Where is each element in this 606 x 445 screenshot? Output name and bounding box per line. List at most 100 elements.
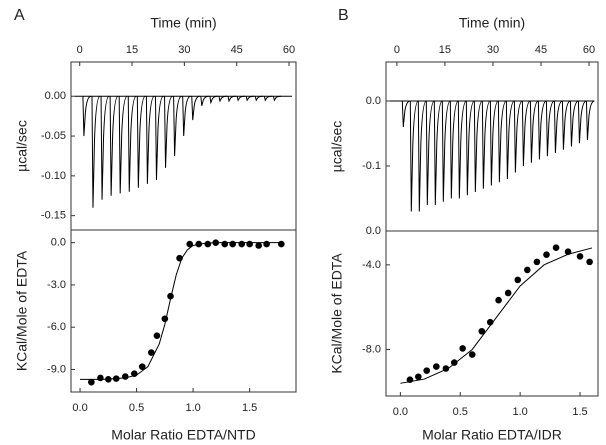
injection-peak — [82, 95, 92, 137]
injection-peak — [145, 95, 155, 184]
injection-peak — [401, 100, 411, 128]
data-point — [524, 266, 531, 274]
y-tick-label: -0.1 — [362, 160, 381, 172]
x-tick-label: 1.0 — [512, 406, 527, 418]
panel-label: A — [14, 7, 25, 24]
panel-label: B — [338, 7, 349, 24]
y-tick-label: 0.00 — [45, 90, 66, 102]
x-axis-label: Molar Ratio EDTA/NTD — [111, 427, 255, 443]
data-point — [147, 349, 155, 356]
data-point — [504, 289, 512, 297]
injection-peak — [100, 95, 110, 200]
data-point — [433, 363, 440, 370]
injection-peak — [236, 95, 246, 102]
plot-frame — [70, 229, 297, 393]
injection-peak — [91, 95, 101, 208]
data-point — [552, 244, 560, 252]
data-point — [486, 318, 494, 326]
injection-peak — [513, 100, 523, 173]
data-point — [423, 367, 431, 374]
data-point — [105, 376, 112, 383]
injection-peak — [457, 100, 467, 199]
plot-frame — [385, 61, 599, 232]
data-point — [278, 240, 285, 248]
injection-peak — [553, 100, 563, 154]
data-point — [406, 376, 414, 384]
injection-peak — [182, 95, 191, 137]
y-tick-label: 0.0 — [51, 237, 66, 249]
y-tick-label: -9.0 — [47, 363, 66, 375]
data-point — [112, 375, 120, 382]
data-point — [543, 251, 550, 258]
y-tick-label: -8.0 — [362, 343, 381, 355]
injection-peak — [154, 95, 164, 180]
injection-peak — [118, 95, 128, 194]
injection-peak — [529, 100, 539, 163]
data-point — [246, 240, 253, 248]
x-axis-label: Time (min) — [150, 15, 216, 31]
injection-peak — [109, 95, 119, 196]
injection-peak — [481, 100, 491, 189]
injection-peak — [227, 95, 237, 103]
fit-curve — [80, 242, 284, 380]
injection-peak — [433, 100, 443, 206]
x-tick-label: 30 — [487, 44, 499, 56]
y-axis-label: KCal/Mole of EDTA — [329, 253, 345, 374]
data-point — [495, 296, 502, 304]
y-axis-label: µcal/sec — [329, 121, 345, 173]
x-tick-label: 0 — [394, 44, 400, 56]
injection-peak — [254, 95, 264, 102]
injection-peak — [537, 100, 547, 160]
y-tick-label: -0.05 — [41, 130, 66, 142]
data-point — [153, 332, 161, 339]
data-point — [167, 292, 174, 300]
y-tick-label: 0.0 — [366, 95, 381, 107]
data-point — [478, 327, 486, 335]
x-tick-label: 0.0 — [72, 402, 87, 414]
x-axis-label: Molar Ratio EDTA/IDR — [422, 427, 562, 443]
injection-peak — [173, 95, 182, 156]
x-tick-label: 1.5 — [572, 406, 587, 418]
data-point — [238, 240, 246, 248]
fit-curve — [400, 247, 593, 384]
x-tick-label: 0.5 — [129, 402, 144, 414]
data-point — [176, 254, 183, 262]
data-point — [221, 240, 229, 248]
y-tick-label: -4.0 — [362, 259, 381, 271]
data-point — [263, 240, 270, 248]
data-point — [442, 365, 450, 372]
injection-peak — [209, 95, 218, 105]
injection-peak — [272, 95, 282, 102]
injection-peak — [489, 100, 499, 186]
data-point — [586, 258, 593, 266]
injection-peak — [136, 95, 146, 188]
data-point — [195, 240, 203, 248]
injection-peak — [521, 100, 531, 167]
x-tick-label: 15 — [126, 44, 138, 56]
y-tick-label: -0.10 — [41, 170, 66, 182]
injection-peak — [449, 100, 459, 199]
x-tick-label: 15 — [439, 44, 451, 56]
x-tick-label: 0 — [77, 44, 83, 56]
y-tick-label: -3.0 — [47, 279, 66, 291]
injection-peak — [473, 100, 483, 193]
data-point — [533, 258, 541, 266]
injection-peak — [263, 95, 273, 102]
x-tick-label: 45 — [231, 44, 243, 56]
injection-peak — [441, 100, 451, 202]
injection-peak — [569, 100, 579, 147]
data-point — [121, 373, 129, 380]
injection-peak — [164, 95, 173, 168]
injection-peak — [409, 100, 419, 212]
injection-peak — [465, 100, 475, 196]
plot-frame — [70, 61, 297, 231]
injection-peak — [497, 100, 507, 183]
data-point — [459, 345, 466, 352]
data-point — [468, 351, 476, 358]
data-point — [415, 373, 422, 381]
injection-peak — [425, 100, 435, 206]
data-point — [514, 276, 522, 284]
x-tick-label: 60 — [283, 44, 295, 56]
injection-peak — [561, 100, 571, 150]
data-point — [131, 370, 138, 377]
